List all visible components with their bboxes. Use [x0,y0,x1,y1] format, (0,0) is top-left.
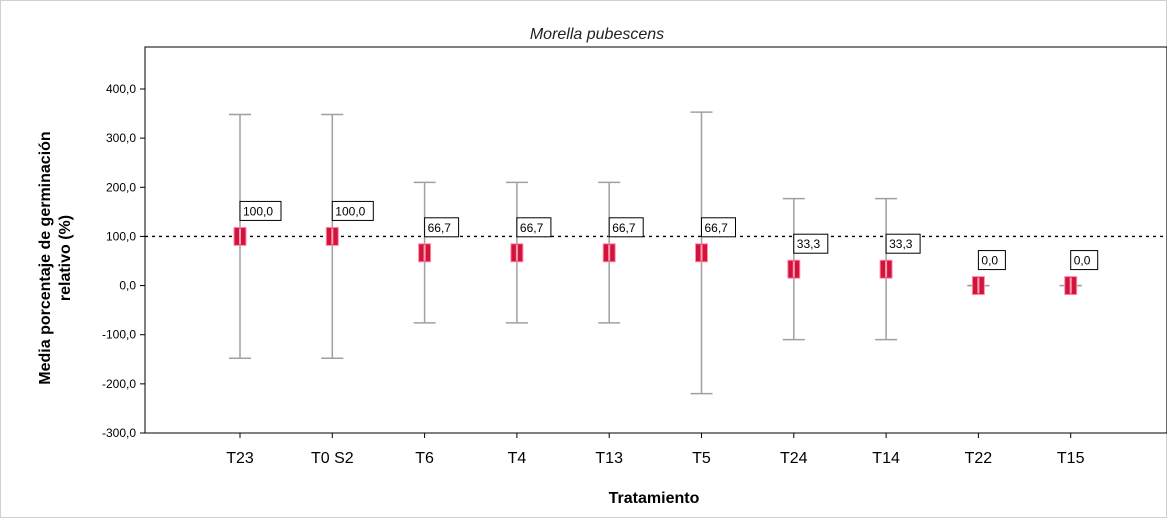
mean-value-label-text: 100,0 [335,204,365,218]
mean-value-label-text: 33,3 [797,237,821,251]
mean-value-label-text: 0,0 [1074,254,1091,268]
mean-value-label: 33,3 [793,233,829,254]
x-axis-title: Tratamiento [609,490,700,507]
mean-value-label: 100,0 [331,200,374,221]
mean-marker [510,243,524,263]
y-tick-label: 300,0 [106,131,136,145]
y-axis-title-line2: relativo (%) [57,215,74,301]
mean-marker [418,243,432,263]
mean-marker [602,243,616,263]
mean-markers [233,226,1078,296]
mean-marker [971,276,985,296]
y-axis-title-line1: Media porcentaje de germinación [37,131,54,384]
mean-labels: 100,0 100,0 66,7 66,7 66,7 66,7 33,3 33,3 0,0 0,0 [239,200,1099,271]
x-tick-label: T15 [1057,450,1085,467]
mean-value-label: 66,7 [701,217,736,238]
y-tick-label: -300,0 [102,426,136,440]
mean-value-label: 33,3 [885,233,921,254]
x-tick-label: T13 [595,450,623,467]
mean-value-label-text: 66,7 [520,221,544,235]
y-tick-label: 400,0 [106,82,136,96]
mean-value-label-box [977,250,1006,271]
mean-value-label-box [516,217,552,238]
mean-value-label-text: 66,7 [428,221,452,235]
y-axis-title: Media porcentaje de germinación relativo… [37,131,74,384]
x-tick-label: T6 [415,450,434,467]
y-tick-label: -100,0 [102,328,136,342]
x-tick-label: T14 [872,450,900,467]
mean-value-label-box [331,200,374,221]
mean-value-label-box [424,217,460,238]
x-tick-label: T22 [965,450,993,467]
x-tick-label: T24 [780,450,808,467]
y-tick-label: 200,0 [106,180,136,194]
mean-value-label-box [793,233,829,254]
mean-value-label: 0,0 [1070,250,1099,271]
x-tick-label: T5 [692,450,711,467]
mean-value-label-box [239,200,282,221]
y-tick-label: -200,0 [102,377,136,391]
y-tick-label: 0,0 [119,279,136,293]
mean-value-label-box [701,217,736,238]
mean-value-label: 0,0 [977,250,1006,271]
x-tick-label: T23 [226,450,254,467]
mean-marker [233,226,247,246]
mean-value-label: 100,0 [239,200,282,221]
y-tick-label: 100,0 [106,229,136,243]
x-tick-label: T4 [508,450,527,467]
mean-value-label: 66,7 [516,217,552,238]
error-bars [229,111,1082,395]
mean-marker [879,259,893,279]
mean-marker [325,226,339,246]
mean-marker [1064,276,1078,296]
mean-value-label-text: 33,3 [889,237,913,251]
x-axis-labels: T23 T0 S2 T6 T4 T13 T5 T24 T14 T22 T15 [226,433,1085,467]
plot-area [144,46,1167,434]
x-tick-label: T0 S2 [311,450,354,467]
mean-marker [787,259,801,279]
mean-value-label-text: 66,7 [705,221,729,235]
mean-value-label-box [608,217,644,238]
mean-marker [695,243,708,263]
y-axis-ticks: 400,0 300,0 200,0 100,0 0,0 -100,0 -200,0 -300,… [102,82,145,440]
mean-value-label-box [885,233,921,254]
mean-value-label-text: 66,7 [612,221,636,235]
chart-title: Morella pubescens [530,26,664,43]
mean-value-label: 66,7 [608,217,644,238]
mean-value-label: 66,7 [424,217,460,238]
mean-value-label-text: 0,0 [981,254,998,268]
mean-value-label-text: 100,0 [243,204,273,218]
mean-value-label-box [1070,250,1099,271]
